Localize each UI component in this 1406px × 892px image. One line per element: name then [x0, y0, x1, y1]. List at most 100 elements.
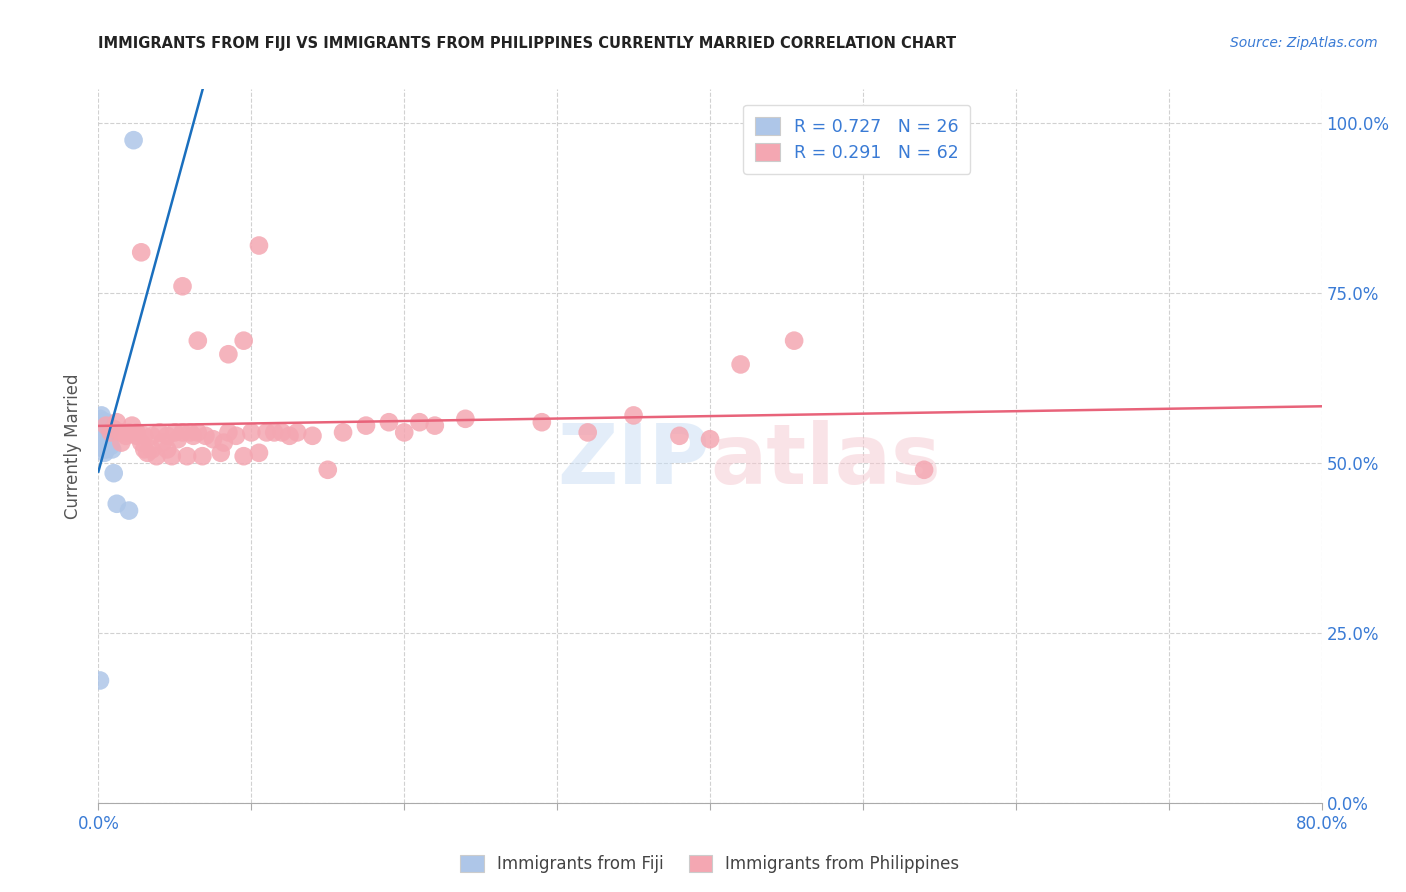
Point: [141, 442, 163, 457]
Point: [98, 435, 121, 450]
Point: [209, 446, 232, 460]
Text: Source: ZipAtlas.com: Source: ZipAtlas.com: [1230, 36, 1378, 50]
Legend: Immigrants from Fiji, Immigrants from Philippines: Immigrants from Fiji, Immigrants from Ph…: [454, 848, 966, 880]
Point: [332, 425, 354, 440]
Point: [156, 442, 179, 457]
Point: [285, 425, 308, 440]
Text: ZIP: ZIP: [558, 420, 710, 500]
Point: [93, 446, 115, 460]
Point: [100, 425, 122, 440]
Point: [97, 422, 120, 436]
Point: [91, 415, 114, 429]
Point: [115, 429, 138, 443]
Point: [783, 334, 806, 348]
Point: [354, 418, 377, 433]
Point: [103, 422, 125, 436]
Point: [97, 429, 120, 443]
Point: [94, 442, 117, 457]
Point: [202, 432, 225, 446]
Point: [316, 463, 339, 477]
Point: [181, 429, 204, 443]
Point: [141, 429, 163, 443]
Point: [90, 409, 112, 423]
Point: [668, 429, 690, 443]
Point: [232, 334, 254, 348]
Point: [91, 429, 114, 443]
Point: [454, 412, 477, 426]
Point: [699, 432, 721, 446]
Point: [187, 334, 209, 348]
Point: [129, 435, 152, 450]
Point: [91, 418, 114, 433]
Point: [136, 446, 159, 460]
Point: [93, 435, 115, 450]
Point: [94, 415, 117, 429]
Point: [301, 429, 323, 443]
Point: [160, 449, 183, 463]
Point: [149, 425, 172, 440]
Point: [256, 425, 278, 440]
Point: [163, 425, 186, 440]
Point: [100, 439, 122, 453]
Y-axis label: Currently Married: Currently Married: [65, 373, 83, 519]
Point: [576, 425, 599, 440]
Point: [90, 429, 112, 443]
Point: [89, 412, 111, 426]
Point: [105, 497, 128, 511]
Point: [247, 446, 270, 460]
Point: [118, 425, 141, 440]
Point: [423, 418, 446, 433]
Point: [89, 673, 111, 688]
Point: [118, 503, 141, 517]
Point: [101, 442, 124, 457]
Point: [191, 449, 214, 463]
Point: [263, 425, 285, 440]
Point: [172, 425, 194, 440]
Point: [89, 425, 111, 440]
Point: [623, 409, 645, 423]
Point: [93, 442, 115, 457]
Point: [110, 435, 132, 450]
Point: [176, 449, 198, 463]
Point: [90, 432, 112, 446]
Point: [152, 435, 174, 450]
Point: [91, 425, 114, 440]
Point: [125, 425, 148, 440]
Point: [94, 418, 117, 433]
Point: [240, 425, 263, 440]
Point: [912, 463, 935, 477]
Point: [121, 418, 143, 433]
Point: [217, 425, 239, 440]
Point: [247, 238, 270, 252]
Point: [172, 279, 194, 293]
Point: [179, 425, 201, 440]
Point: [129, 245, 152, 260]
Point: [232, 449, 254, 463]
Point: [90, 418, 112, 433]
Point: [125, 429, 148, 443]
Point: [122, 133, 145, 147]
Point: [167, 432, 190, 446]
Point: [98, 425, 121, 440]
Point: [730, 358, 752, 372]
Point: [89, 418, 111, 433]
Point: [408, 415, 430, 429]
Point: [110, 425, 132, 440]
Point: [105, 415, 128, 429]
Point: [187, 425, 209, 440]
Text: IMMIGRANTS FROM FIJI VS IMMIGRANTS FROM PHILIPPINES CURRENTLY MARRIED CORRELATIO: IMMIGRANTS FROM FIJI VS IMMIGRANTS FROM …: [98, 36, 956, 51]
Point: [217, 347, 239, 361]
Text: atlas: atlas: [710, 420, 941, 500]
Point: [278, 429, 301, 443]
Point: [392, 425, 416, 440]
Point: [103, 466, 125, 480]
Point: [145, 449, 167, 463]
Point: [156, 429, 179, 443]
Point: [134, 429, 156, 443]
Point: [378, 415, 401, 429]
Point: [530, 415, 553, 429]
Point: [270, 425, 292, 440]
Point: [212, 435, 235, 450]
Point: [194, 429, 217, 443]
Point: [134, 442, 156, 457]
